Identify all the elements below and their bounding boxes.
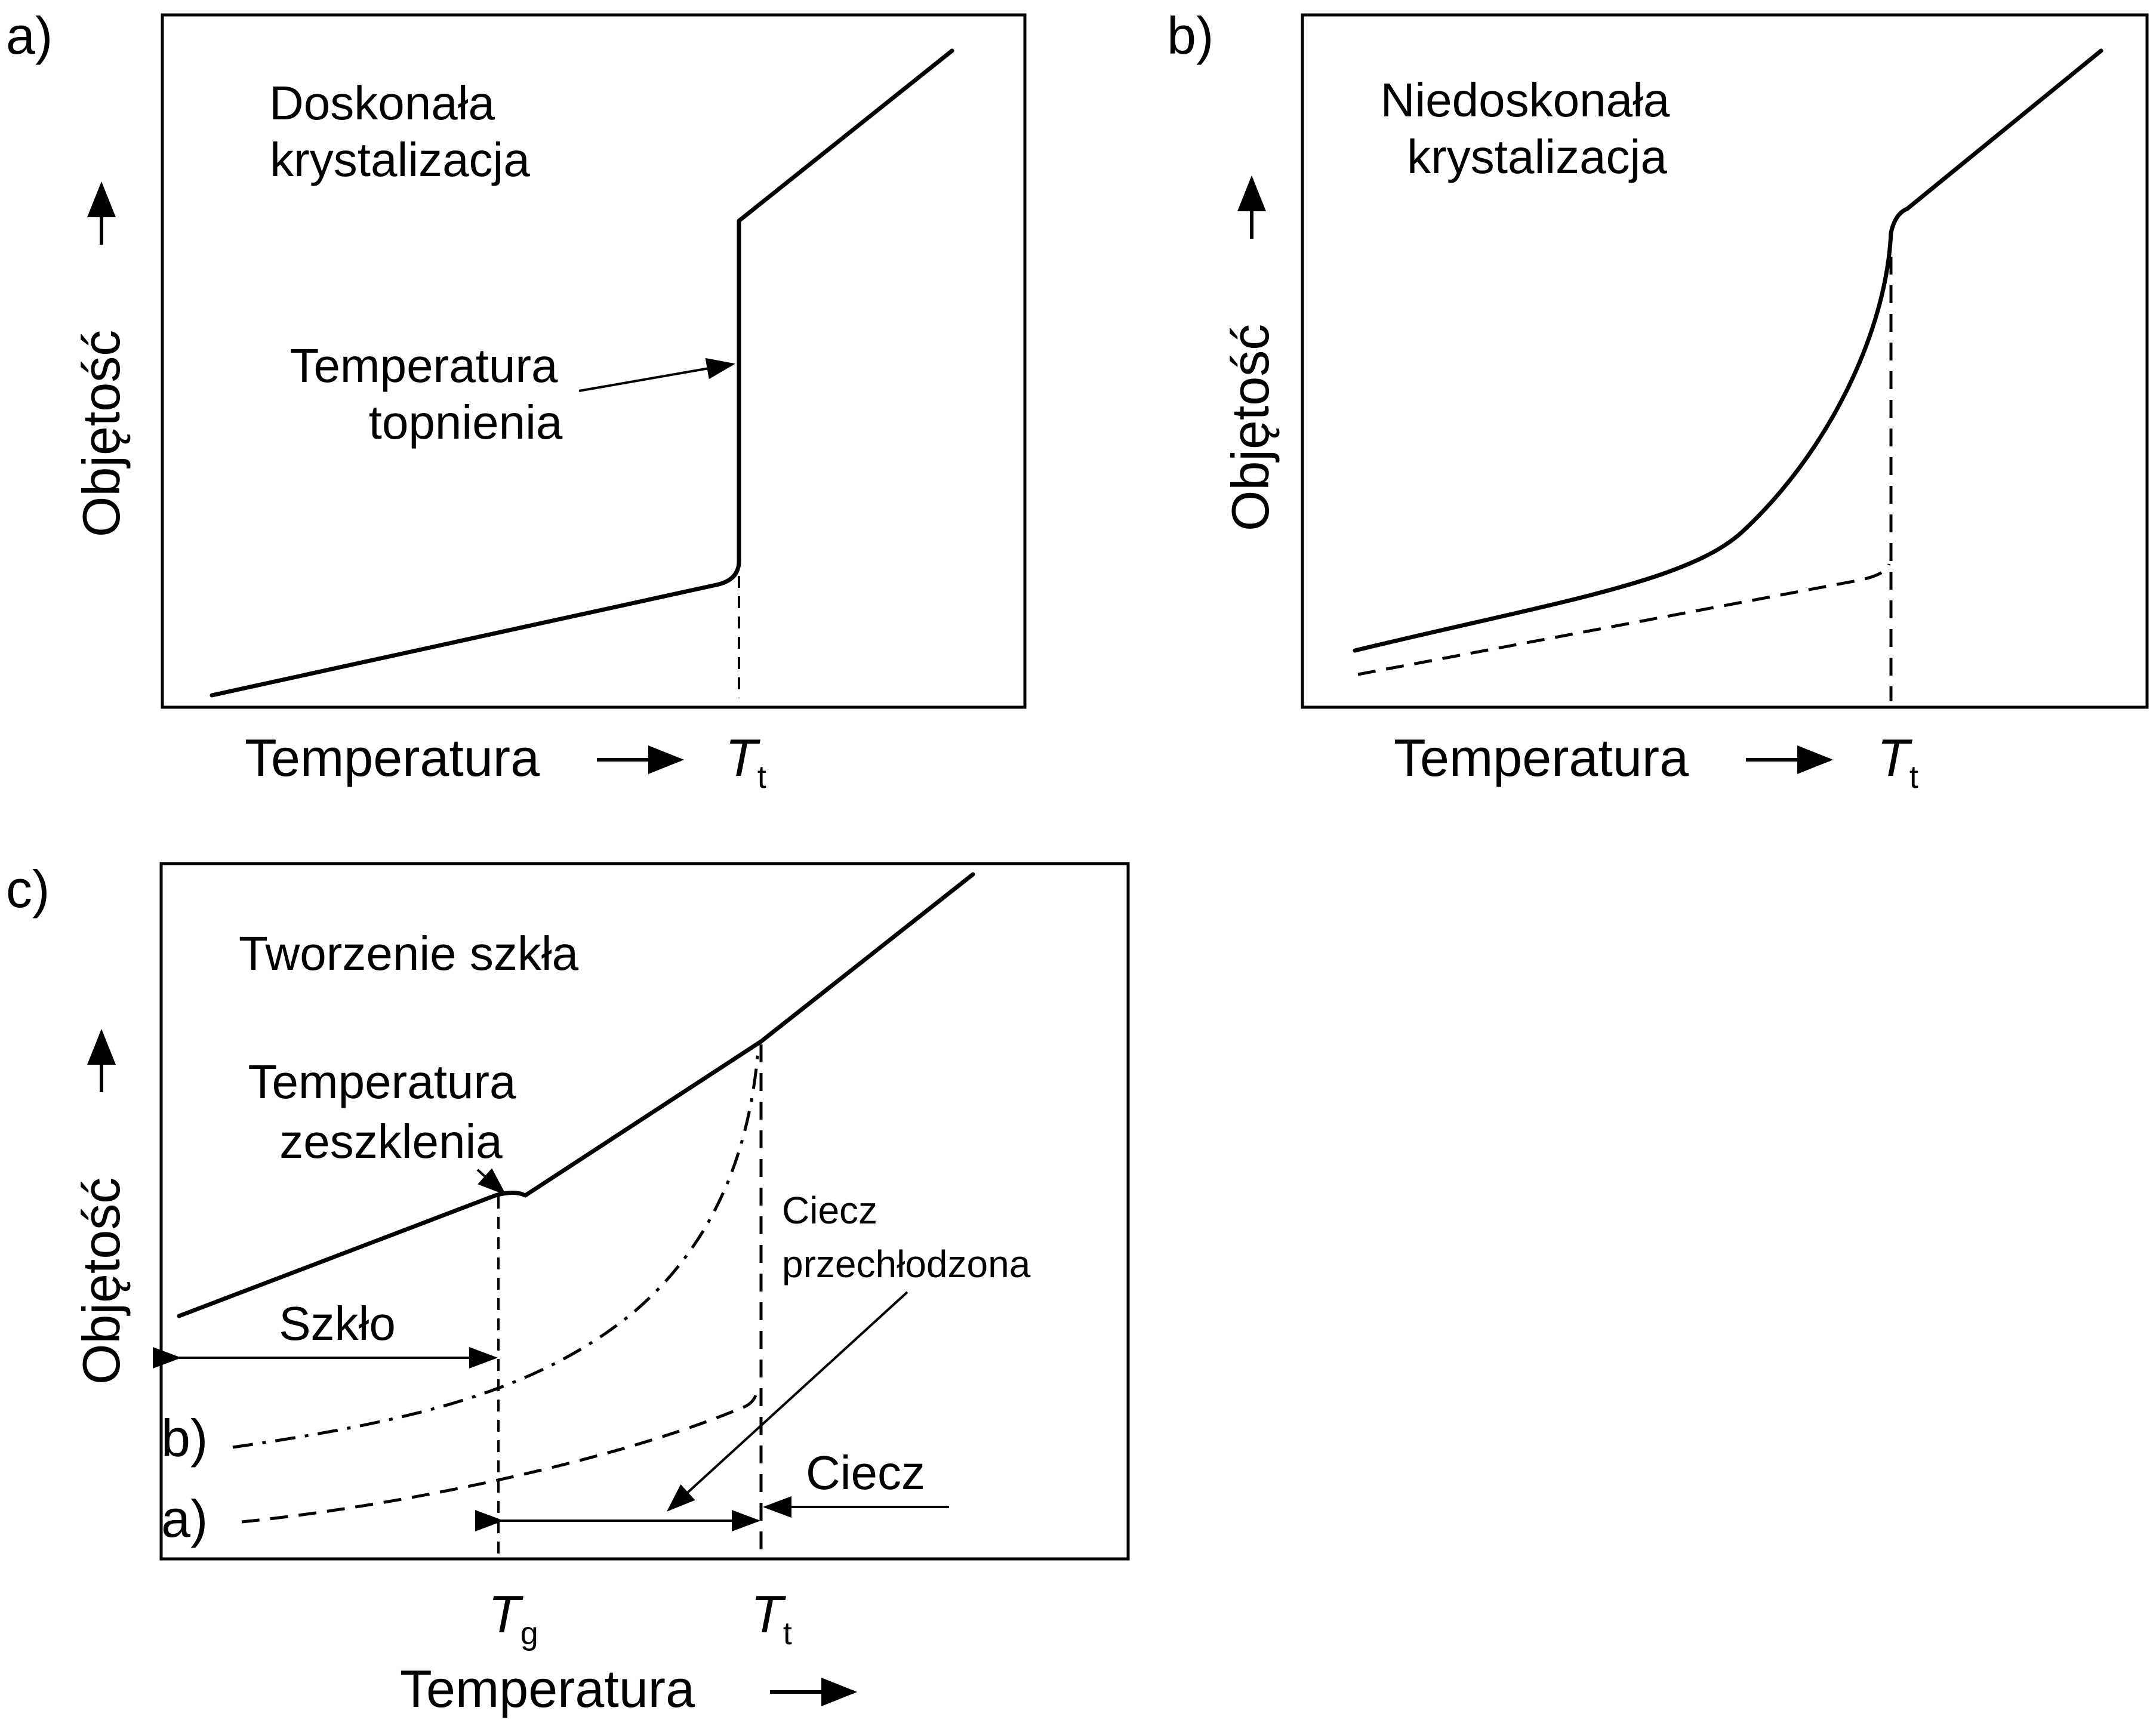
panel-b-tick-tt: Tt xyxy=(1877,728,1918,795)
panel-c-label-supercooled-line1: Ciecz xyxy=(782,1189,877,1232)
panel-c-curve-a xyxy=(241,1390,759,1524)
panel-b-volume-curve xyxy=(1353,48,2103,653)
panel-a-annotation-line1: Temperatura xyxy=(289,339,558,392)
panel-b-ylabel: Objętość xyxy=(1221,324,1280,531)
panel-b-frame xyxy=(1301,13,2149,709)
panel-b-xlabel: Temperatura xyxy=(1394,728,1689,787)
panel-c-ylabel: Objętość xyxy=(72,1178,131,1385)
panel-c-tag: c) xyxy=(6,859,50,919)
panel-c-annotation-line2: zeszklenia xyxy=(279,1115,503,1168)
panel-a-frame xyxy=(161,13,1027,709)
panel-a-annotation-line2: topnienia xyxy=(369,396,563,449)
panel-a-xlabel: Temperatura xyxy=(245,728,540,787)
panel-a-title-line1: Doskonała xyxy=(269,76,495,130)
panel-b-dashed-curve xyxy=(1357,563,1891,676)
panel-b-tag: b) xyxy=(1167,6,1213,65)
panel-c-supercooled-pointer xyxy=(667,1291,908,1512)
panel-a: a) Doskonała krystalizacja Temperatura t… xyxy=(6,6,1027,795)
panel-c-curve-b-label: b) xyxy=(161,1408,208,1468)
panel-c-annotation-line1: Temperatura xyxy=(248,1055,516,1108)
panel-a-annotation-arrow xyxy=(578,357,735,392)
panel-c-title: Tworzenie szkła xyxy=(239,927,579,980)
panel-c-frame xyxy=(159,862,1130,1561)
panel-b-title-line2: krystalizacja xyxy=(1407,130,1667,183)
panel-a-tag: a) xyxy=(6,6,53,65)
panel-c: c) Tworzenie szkła Temperatura zeszkleni… xyxy=(6,859,1130,1718)
panel-c-label-liquid: Ciecz xyxy=(806,1446,925,1499)
panel-b-title-line1: Niedoskonała xyxy=(1381,73,1670,127)
panel-c-annotation-arrow xyxy=(476,1168,506,1195)
panel-c-curve-a-label: a) xyxy=(161,1489,208,1548)
panel-b: b) Niedoskonała krystalizacja Objętość T… xyxy=(1167,6,2149,795)
panel-c-tick-tg: Tg xyxy=(488,1585,538,1651)
panel-a-volume-curve xyxy=(210,48,954,698)
panel-a-title-line2: krystalizacja xyxy=(270,133,530,186)
panel-c-tick-tt: Tt xyxy=(751,1585,792,1651)
panel-c-label-glass: Szkło xyxy=(279,1297,396,1350)
panel-a-tick-tt: Tt xyxy=(725,728,766,795)
panel-c-curve-b xyxy=(232,1050,760,1449)
panel-c-label-supercooled-line2: przechłodzona xyxy=(782,1243,1031,1286)
panel-c-xlabel: Temperatura xyxy=(400,1659,695,1718)
panel-a-ylabel: Objętość xyxy=(72,330,131,537)
